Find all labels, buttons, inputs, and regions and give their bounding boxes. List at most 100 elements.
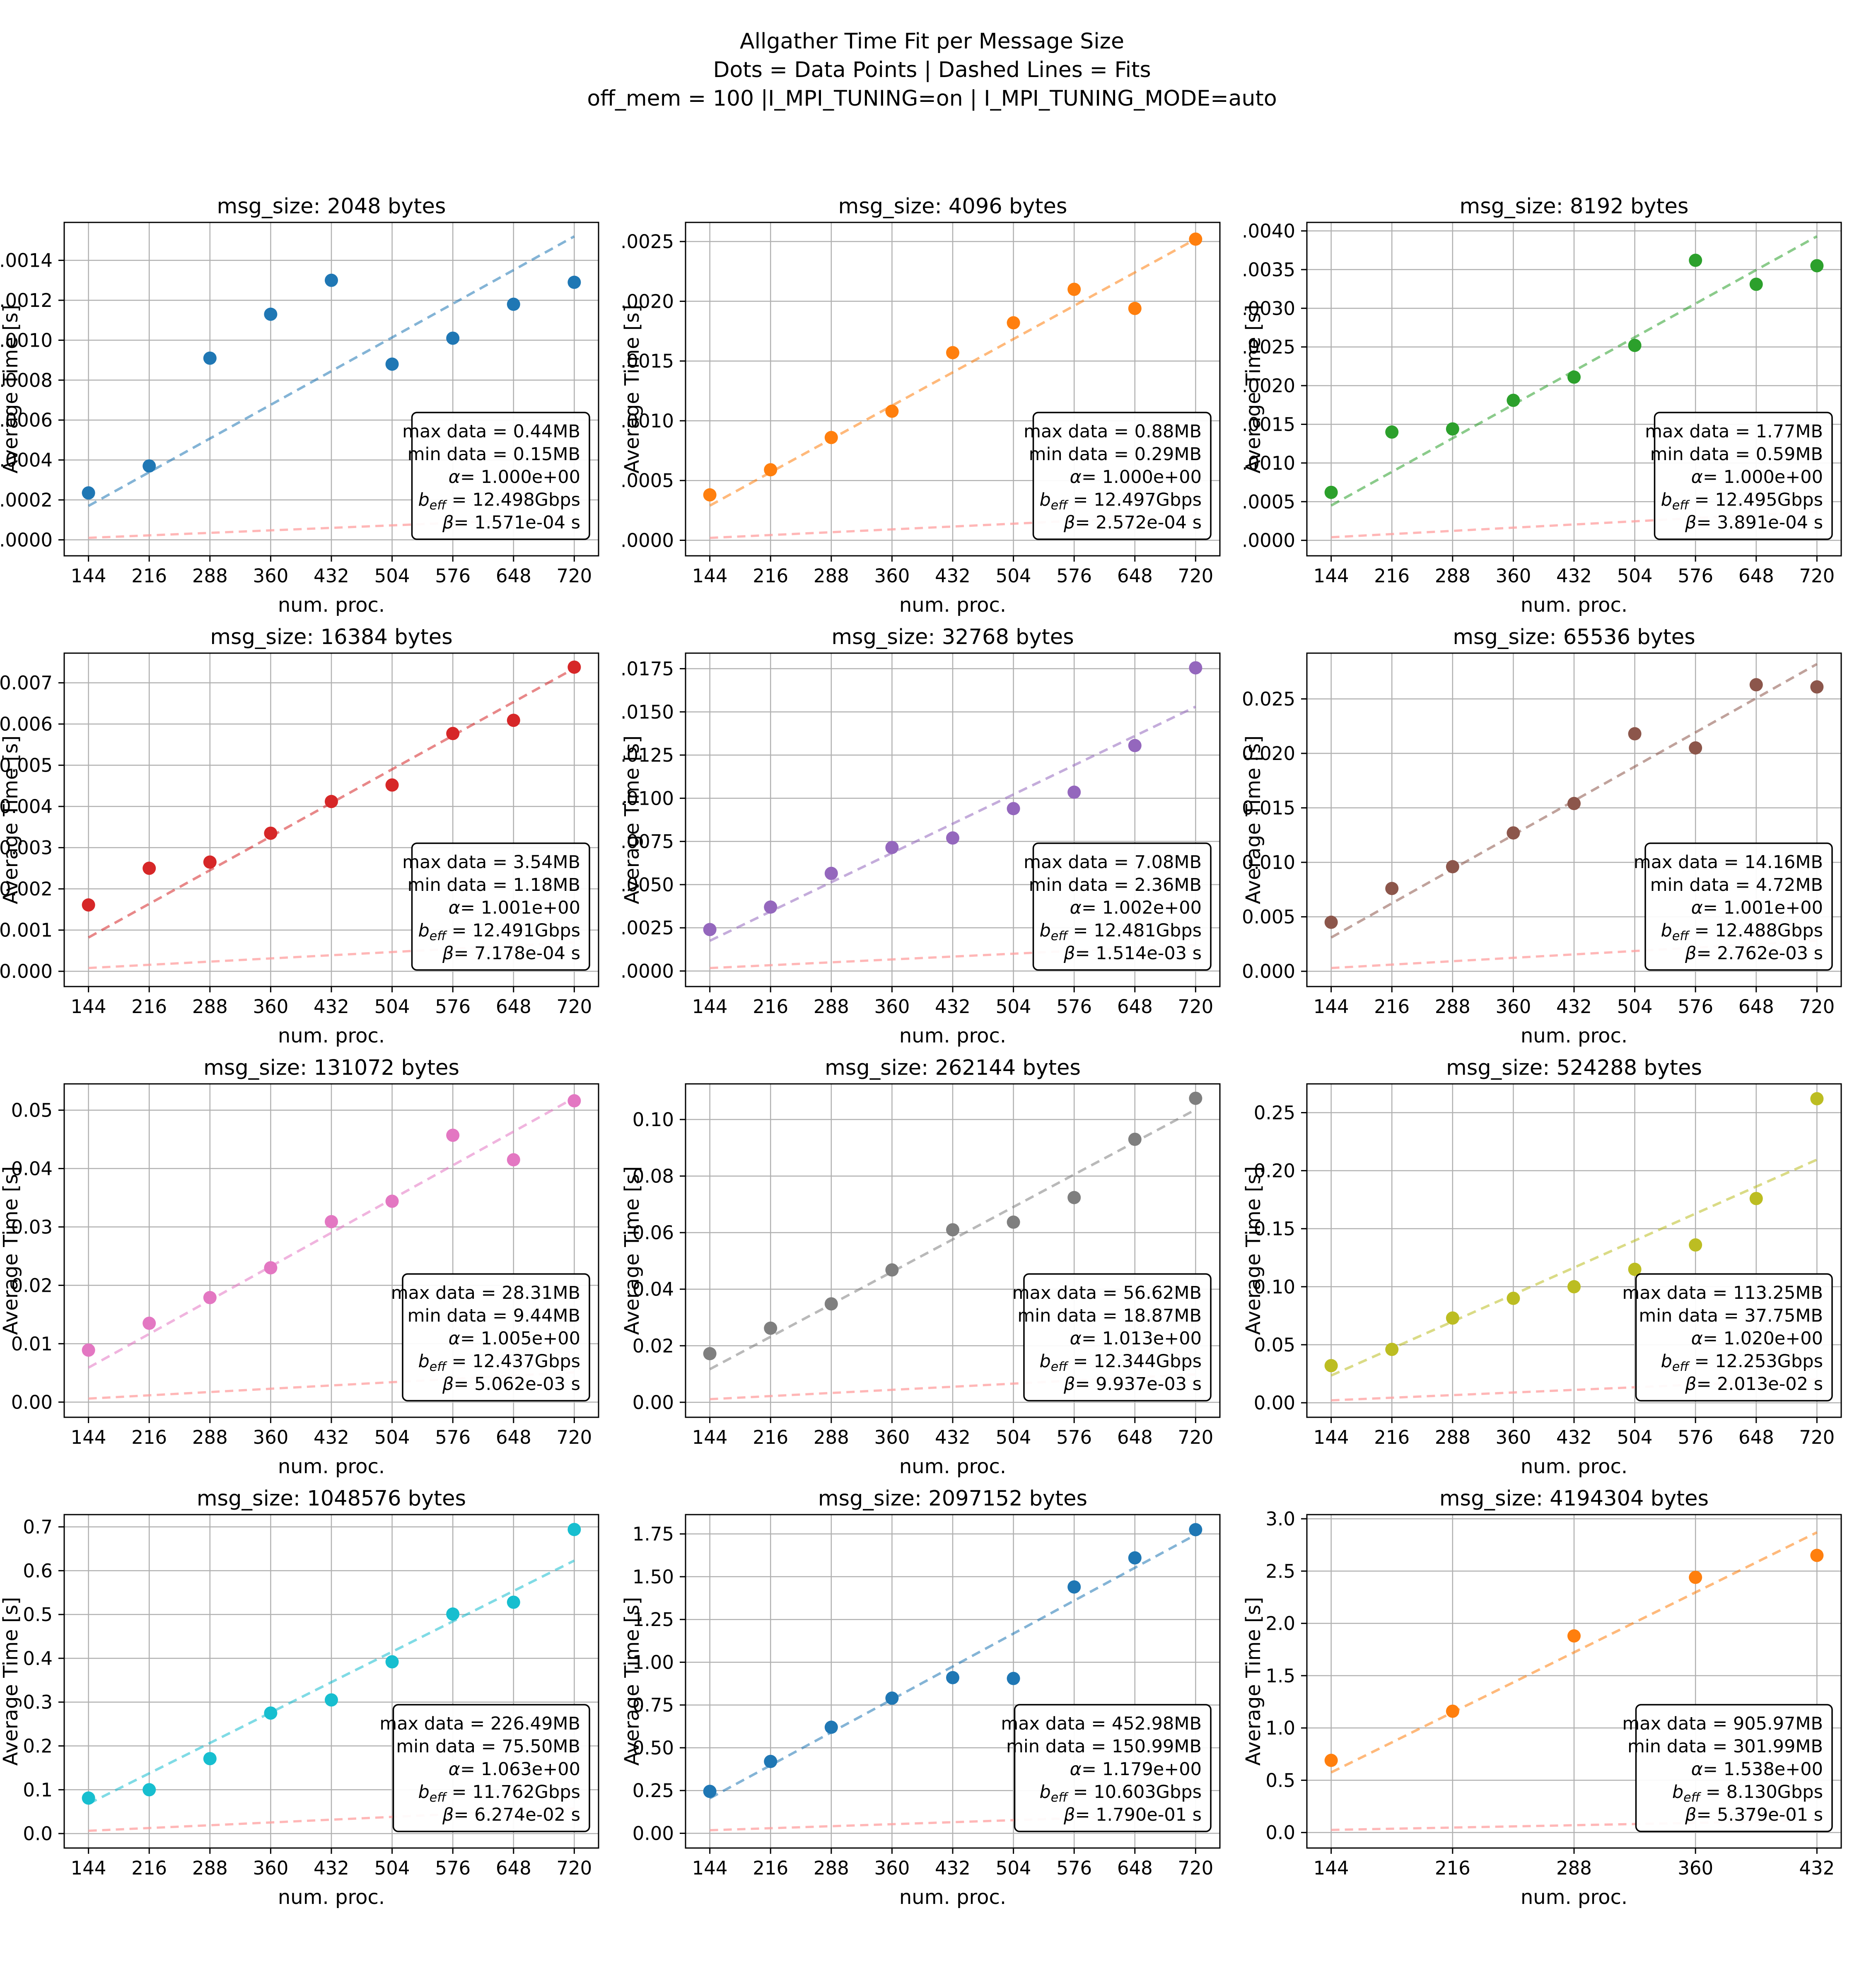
y-tick-label: 1.00 [633, 1651, 674, 1673]
y-tick-label: 0.025 [1243, 688, 1295, 710]
data-point [1507, 1291, 1520, 1305]
chart-cell-524288: 144 216 288 360 432 504 576 648 720 0.00 0.05 0.10 0… [1242, 1053, 1864, 1484]
x-tick-label: 144 [1313, 996, 1349, 1018]
x-tick-label: 504 [1617, 1426, 1653, 1448]
data-point [1507, 826, 1520, 840]
data-points [1324, 1549, 1824, 1767]
data-point [142, 1317, 156, 1330]
chart-msg-8192: 144 216 288 360 432 504 576 648 720 0.0000 0.0005 0… [1230, 194, 1842, 617]
data-point [385, 1655, 399, 1669]
y-tick-label: 1.5 [1265, 1665, 1295, 1687]
chart-cell-131072: 144 216 288 360 432 504 576 648 720 0.00 0.01 0.02 0… [0, 1053, 621, 1484]
axis-ticks: 144 216 288 360 432 504 576 648 720 0.00 0.01 0.02 0… [11, 1099, 592, 1448]
data-point [1128, 739, 1142, 753]
data-point [1628, 338, 1642, 352]
x-tick-label: 504 [374, 1857, 410, 1879]
data-point [1810, 1092, 1824, 1105]
data-point [764, 463, 777, 477]
chart-cell-262144: 144 216 288 360 432 504 576 648 720 0.00 0.02 0.04 0… [621, 1053, 1243, 1484]
x-tick-label: 432 [314, 1857, 349, 1879]
x-tick-label: 432 [935, 996, 971, 1018]
x-tick-label: 144 [1313, 1426, 1349, 1448]
chart-msg-2048: 144 216 288 360 432 504 576 648 720 0.0000 0.0002 0… [0, 194, 599, 617]
annotation-beta: β= 3.891e-04 s [1685, 512, 1823, 533]
annotation-min-data: min data = 2.36MB [1029, 875, 1202, 895]
x-tick-label: 216 [753, 996, 788, 1018]
chart-title: msg_size: 8192 bytes [1460, 194, 1689, 219]
annotation-min-data: min data = 1.18MB [408, 875, 580, 895]
y-tick-label: 0.020 [1243, 743, 1295, 765]
x-axis-label: num. proc. [899, 1024, 1006, 1047]
y-axis-label: Average Time [s] [0, 305, 22, 474]
chart-msg-4096: 1442162883604325045766487200.00000.00050… [609, 194, 1221, 617]
data-points [1324, 1092, 1824, 1373]
fit-line [709, 1108, 1196, 1370]
annotation-max-data: max data = 1.77MB [1645, 421, 1823, 442]
x-axis-label: num. proc. [1521, 594, 1627, 617]
y-tick-label: 1.50 [633, 1566, 674, 1588]
data-points [1324, 253, 1824, 499]
x-tick-label: 648 [496, 996, 531, 1018]
data-point [203, 1752, 217, 1766]
data-point [885, 404, 899, 418]
x-tick-label: 432 [1556, 1426, 1592, 1448]
x-tick-label: 504 [1617, 565, 1653, 587]
x-tick-label: 216 [753, 1857, 788, 1879]
x-tick-label: 720 [1178, 565, 1213, 587]
data-point [1007, 1672, 1020, 1685]
data-point [1446, 1311, 1459, 1325]
chart-cell-65536: 144 216 288 360 432 504 576 648 720 0.000 0.005 0.0… [1242, 622, 1864, 1053]
annotation-alpha: α= 1.001e+00 [449, 897, 580, 918]
x-tick-label: 144 [1313, 1857, 1349, 1879]
chart-msg-32768: 144 216 288 360 432 504 576 648 720 0.0000 0.0025 0… [609, 625, 1221, 1047]
y-tick-label: 0.0012 [0, 290, 53, 311]
data-point [385, 357, 399, 371]
fit-line [88, 1559, 575, 1805]
x-axis-label: num. proc. [278, 1886, 385, 1909]
annotation-alpha: α= 1.020e+00 [1691, 1328, 1823, 1349]
x-tick-label: 576 [435, 996, 471, 1018]
x-tick-label: 504 [374, 996, 410, 1018]
annotation-beff: beff = 12.488Gbps [1661, 920, 1823, 943]
fit-line [709, 705, 1196, 942]
annotation-beff: beff = 12.437Gbps [418, 1351, 580, 1374]
x-tick-label: 360 [253, 565, 288, 587]
y-tick-label: 0.005 [1243, 906, 1295, 928]
data-point [824, 866, 838, 880]
x-tick-label: 144 [692, 1426, 728, 1448]
x-tick-label: 360 [874, 565, 910, 587]
chart-msg-131072: 144 216 288 360 432 504 576 648 720 0.00 0.01 0.02 0… [0, 1056, 599, 1478]
x-tick-label: 288 [1556, 1857, 1592, 1879]
x-tick-label: 144 [1313, 565, 1349, 587]
chart-cell-1048576: 144 216 288 360 432 504 576 648 720 0.0 0.1 0.2 0.3 0… [0, 1484, 621, 1914]
data-point [82, 486, 95, 500]
data-points [82, 1522, 581, 1805]
x-tick-label: 288 [192, 1857, 228, 1879]
x-tick-label: 288 [814, 565, 849, 587]
y-tick-label: 0.001 [0, 919, 53, 941]
data-point [507, 297, 520, 311]
data-point [446, 1607, 460, 1621]
data-point [764, 1755, 777, 1768]
y-tick-label: 0.08 [633, 1165, 674, 1187]
x-tick-label: 648 [1117, 996, 1153, 1018]
y-axis-label: Average Time [s] [1243, 1597, 1265, 1766]
x-tick-label: 432 [1799, 1857, 1835, 1879]
annotation-min-data: min data = 4.72MB [1650, 875, 1823, 895]
y-axis-label: Average Time [s] [0, 736, 22, 905]
x-tick-label: 576 [1678, 565, 1713, 587]
chart-cell-16384: 144 216 288 360 432 504 576 648 720 0.000 0.001 0.0… [0, 622, 621, 1053]
data-point [824, 1297, 838, 1311]
axis-ticks: 144 216 288 360 432 504 576 648 720 0.00 0.05 0.10 0… [1254, 1102, 1835, 1448]
y-tick-label: 0.06 [633, 1222, 674, 1244]
annotation-alpha: α= 1.001e+00 [1691, 897, 1823, 918]
x-tick-label: 432 [935, 565, 971, 587]
x-tick-label: 144 [71, 996, 106, 1018]
y-axis-label: Average Time [s] [621, 305, 644, 474]
fit-line [709, 238, 1196, 507]
chart-cell-4096: 1442162883604325045766487200.00000.00050… [609, 191, 1243, 622]
data-point [1189, 1091, 1202, 1105]
x-tick-label: 504 [996, 996, 1031, 1018]
